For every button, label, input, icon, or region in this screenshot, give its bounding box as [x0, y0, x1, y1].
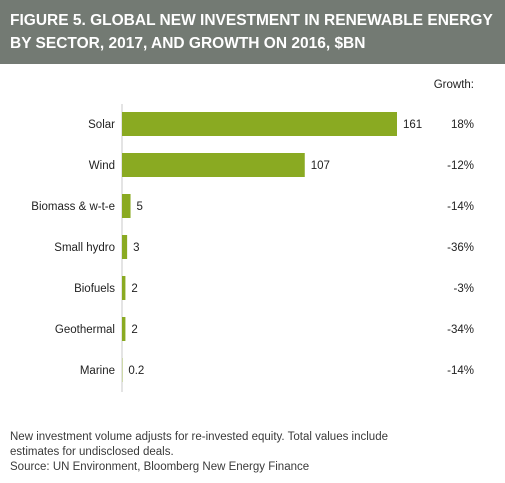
bar-biofuels: [122, 276, 126, 300]
figure-title-line-2: BY SECTOR, 2017, AND GROWTH ON 2016, $BN: [10, 35, 366, 52]
growth-value-biomass-w-t-e: -14%: [447, 201, 474, 213]
growth-value-wind: -12%: [447, 160, 474, 172]
source-line: Source: UN Environment, Bloomberg New En…: [10, 461, 310, 473]
bar-chart: Growth: Solar 161 18% Wind 107 -12% Biomass & w…: [31, 79, 474, 392]
growth-value-solar: 18%: [451, 119, 474, 131]
category-label-biomass-w-t-e: Biomass & w-t-e: [31, 201, 115, 213]
value-label-small-hydro: 3: [133, 242, 139, 254]
growth-value-geothermal: -34%: [447, 324, 474, 336]
category-label-wind: Wind: [89, 160, 115, 172]
category-label-biofuels: Biofuels: [74, 283, 115, 295]
bar-geothermal: [122, 317, 126, 341]
category-label-marine: Marine: [80, 365, 115, 377]
bar-wind: [122, 153, 305, 177]
figure-title-line-1: FIGURE 5. GLOBAL NEW INVESTMENT IN RENEW…: [10, 12, 493, 29]
category-label-geothermal: Geothermal: [55, 324, 115, 336]
value-label-geothermal: 2: [131, 324, 137, 336]
growth-value-biofuels: -3%: [454, 283, 474, 295]
value-label-wind: 107: [311, 160, 330, 172]
value-label-marine: 0.2: [128, 365, 144, 377]
growth-value-marine: -14%: [447, 365, 474, 377]
note-line-2: estimates for undisclosed deals.: [10, 446, 174, 458]
value-label-biomass-w-t-e: 5: [137, 201, 143, 213]
growth-value-small-hydro: -36%: [447, 242, 474, 254]
notes-block: New investment volume adjusts for re-inv…: [10, 430, 500, 475]
value-label-solar: 161: [403, 119, 422, 131]
growth-header: Growth:: [434, 79, 474, 91]
bar-small-hydro: [122, 235, 128, 259]
bar-chart-area: Growth: Solar 161 18% Wind 107 -12% Biomass & w…: [0, 64, 505, 424]
bar-biomass-w-t-e: [122, 194, 131, 218]
bar-solar: [122, 112, 397, 136]
category-label-small-hydro: Small hydro: [54, 242, 115, 254]
figure-title-bar: FIGURE 5. GLOBAL NEW INVESTMENT IN RENEW…: [0, 0, 505, 64]
category-label-solar: Solar: [88, 119, 115, 131]
value-label-biofuels: 2: [131, 283, 137, 295]
note-line-1: New investment volume adjusts for re-inv…: [10, 431, 388, 443]
